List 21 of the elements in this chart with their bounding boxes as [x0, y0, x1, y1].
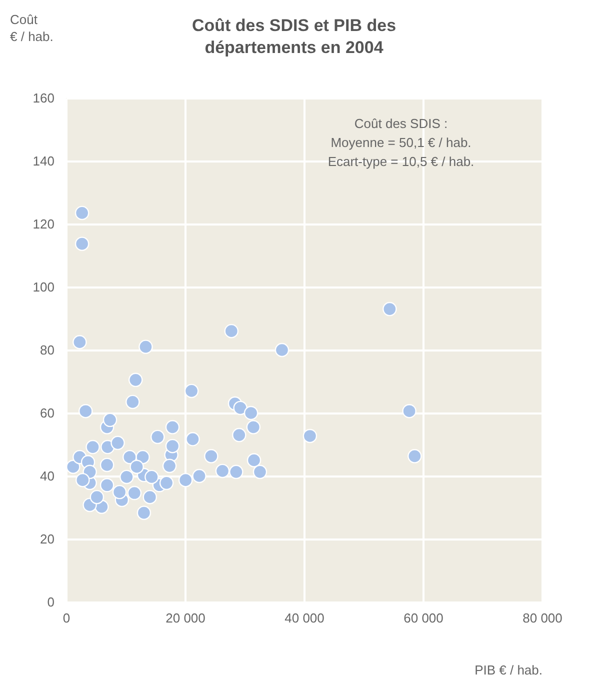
y-tick-label: 40	[40, 468, 54, 484]
x-tick-label: 80 000	[522, 610, 562, 626]
y-axis-title: Coût € / hab.	[10, 12, 54, 44]
text: départements en 2004	[204, 38, 384, 57]
y-tick-label: 100	[32, 280, 54, 294]
annotation: Ecart-type = 10,5 € / hab.	[328, 154, 474, 169]
y-tick-label: 80	[40, 342, 54, 358]
x-tick-label: 0	[62, 610, 70, 626]
x-tick-label: 20 000	[166, 610, 206, 626]
x-axis-title: PIB € / hab.	[474, 662, 542, 678]
annotation: Coût des SDIS :	[354, 116, 448, 131]
y-tick-label: 120	[32, 216, 54, 232]
annotation: Moyenne = 50,1 € / hab.	[330, 135, 472, 150]
y-tick-label: 160	[32, 90, 54, 106]
y-tick-label: 140	[32, 154, 54, 168]
x-tick-label: 60 000	[404, 610, 444, 626]
y-tick-label: 0	[47, 594, 54, 610]
y-tick-label: 60	[40, 406, 54, 420]
text: Coût des SDIS et PIB des	[192, 16, 396, 35]
x-tick-label: 40 000	[284, 610, 324, 626]
y-tick-label: 20	[40, 532, 54, 546]
